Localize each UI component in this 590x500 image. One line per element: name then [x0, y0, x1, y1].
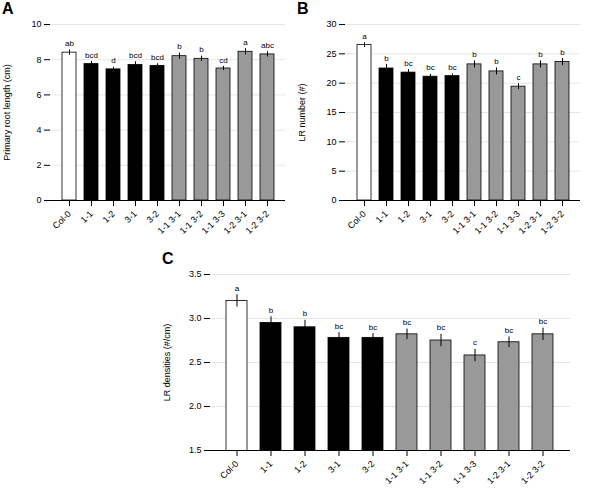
svg-text:30: 30 [326, 19, 336, 29]
svg-text:abc: abc [261, 41, 274, 50]
svg-text:1-1 3-1: 1-1 3-1 [383, 459, 410, 486]
svg-text:1-2 3-1: 1-2 3-1 [517, 209, 544, 236]
svg-text:a: a [235, 284, 240, 293]
svg-text:Primary root length (cm): Primary root length (cm) [2, 64, 12, 161]
svg-text:1-2 3-2: 1-2 3-2 [519, 459, 546, 486]
svg-text:bcd: bcd [85, 51, 98, 60]
svg-text:b: b [560, 48, 565, 57]
svg-text:1-1: 1-1 [258, 459, 274, 475]
svg-text:1-2 3-1: 1-2 3-1 [485, 459, 512, 486]
svg-text:a: a [362, 32, 367, 41]
svg-text:1-1 3-2: 1-1 3-2 [417, 459, 444, 486]
svg-text:10: 10 [31, 19, 41, 29]
svg-text:25: 25 [326, 49, 336, 59]
svg-text:b: b [538, 50, 543, 59]
svg-text:1-1: 1-1 [374, 209, 390, 225]
svg-text:2.5: 2.5 [189, 357, 202, 367]
svg-text:bc: bc [505, 326, 513, 335]
svg-text:0: 0 [36, 195, 41, 205]
svg-text:Col-0: Col-0 [218, 459, 240, 481]
svg-text:b: b [177, 42, 182, 51]
svg-text:bc: bc [448, 63, 456, 72]
html-text:B: B [297, 0, 309, 17]
html-text:C: C [162, 250, 174, 267]
svg-text:a: a [243, 38, 248, 47]
svg-text:b: b [199, 45, 204, 54]
svg-text:1-2 3-2: 1-2 3-2 [244, 209, 271, 236]
svg-text:1-1 3-2: 1-1 3-2 [473, 209, 500, 236]
svg-text:LR number (#): LR number (#) [297, 83, 307, 141]
svg-text:cd: cd [219, 56, 227, 65]
svg-text:LR densities (#/cm): LR densities (#/cm) [162, 324, 172, 402]
svg-text:bc: bc [369, 323, 377, 332]
svg-text:3-1: 3-1 [326, 459, 342, 475]
svg-text:b: b [384, 54, 389, 63]
svg-text:bc: bc [404, 59, 412, 68]
svg-text:20: 20 [326, 78, 336, 88]
svg-text:bc: bc [539, 317, 547, 326]
svg-text:1-1 3-3: 1-1 3-3 [451, 459, 478, 486]
svg-text:1-1 3-2: 1-1 3-2 [178, 209, 205, 236]
svg-text:bc: bc [335, 322, 343, 331]
svg-text:1-2 3-2: 1-2 3-2 [539, 209, 566, 236]
svg-text:b: b [494, 57, 499, 66]
svg-text:bcd: bcd [151, 53, 164, 62]
svg-text:1-2: 1-2 [396, 209, 412, 225]
svg-text:3.5: 3.5 [189, 269, 202, 279]
svg-text:10: 10 [326, 137, 336, 147]
svg-text:b: b [269, 306, 274, 315]
svg-text:b: b [472, 50, 477, 59]
svg-text:Col-0: Col-0 [346, 209, 368, 231]
svg-text:1-1 3-1: 1-1 3-1 [156, 209, 183, 236]
svg-text:ab: ab [65, 39, 74, 48]
svg-text:15: 15 [326, 107, 336, 117]
svg-text:3-2: 3-2 [440, 209, 456, 225]
html-text:A: A [2, 0, 14, 17]
svg-text:d: d [111, 56, 115, 65]
svg-text:1-2: 1-2 [292, 459, 308, 475]
svg-text:1-1: 1-1 [79, 209, 95, 225]
svg-text:4: 4 [36, 125, 41, 135]
svg-text:1-2 3-1: 1-2 3-1 [222, 209, 249, 236]
svg-text:3-2: 3-2 [145, 209, 161, 225]
svg-text:1-1 3-3: 1-1 3-3 [495, 209, 522, 236]
svg-text:3-1: 3-1 [123, 209, 139, 225]
svg-text:c: c [473, 338, 477, 347]
svg-text:bcd: bcd [129, 51, 142, 60]
svg-text:3-1: 3-1 [418, 209, 434, 225]
svg-text:c: c [517, 73, 521, 82]
svg-text:8: 8 [36, 55, 41, 65]
svg-text:bc: bc [437, 323, 445, 332]
svg-text:b: b [303, 309, 308, 318]
svg-text:1-2: 1-2 [101, 209, 117, 225]
svg-text:2: 2 [36, 160, 41, 170]
svg-text:3-2: 3-2 [360, 459, 376, 475]
svg-text:3.0: 3.0 [189, 313, 202, 323]
svg-text:6: 6 [36, 90, 41, 100]
svg-text:5: 5 [331, 166, 336, 176]
svg-text:bc: bc [426, 63, 434, 72]
svg-text:Col-0: Col-0 [51, 209, 73, 231]
svg-text:0: 0 [331, 195, 336, 205]
svg-text:2.0: 2.0 [189, 401, 202, 411]
svg-text:1.5: 1.5 [189, 445, 202, 455]
svg-text:1-1 3-1: 1-1 3-1 [451, 209, 478, 236]
svg-text:1-1 3-3: 1-1 3-3 [200, 209, 227, 236]
svg-text:bc: bc [403, 318, 411, 327]
